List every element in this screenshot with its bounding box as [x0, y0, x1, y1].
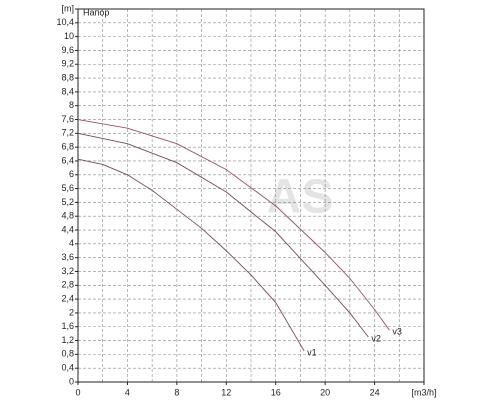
y-tick-label: 9,6 [61, 45, 74, 55]
y-tick-label: 2 [69, 307, 74, 317]
chart-title: Напор [83, 7, 109, 17]
x-tick-label: [m3/h] [411, 387, 436, 397]
y-tick-label: 4,8 [61, 211, 74, 221]
x-tick-label: 20 [320, 387, 330, 397]
y-tick-label: 6,4 [61, 155, 74, 165]
x-tick-label: 24 [370, 387, 380, 397]
curve [77, 119, 390, 331]
y-tick-label: 2,4 [61, 293, 74, 303]
y-tick-label: 0 [69, 376, 74, 386]
plot-frame [77, 8, 425, 383]
y-tick-label: 5,6 [61, 183, 74, 193]
y-tick-label: 6 [69, 169, 74, 179]
y-tick-label: 8,4 [61, 86, 74, 96]
watermark: AS [267, 171, 334, 224]
y-tick-label: 8 [69, 100, 74, 110]
curve-label: v3 [392, 327, 402, 337]
y-tick-label: 1,6 [61, 321, 74, 331]
y-tick-label: 5,2 [61, 197, 74, 207]
y-tick-label: 7,2 [61, 128, 74, 138]
x-tick-label: 0 [75, 387, 80, 397]
curve-label: v2 [371, 333, 381, 343]
curve [77, 158, 305, 352]
curve [77, 132, 369, 338]
y-tick-label: 10 [64, 31, 74, 41]
y-tick-label: 9,2 [61, 59, 74, 69]
y-tick-label: 0,4 [61, 363, 74, 373]
y-tick-label: 4 [69, 238, 74, 248]
y-tick-label: 3,6 [61, 252, 74, 262]
curve-label: v1 [307, 347, 317, 357]
y-tick-label: 2,8 [61, 280, 74, 290]
y-tick-label: 1,2 [61, 335, 74, 345]
y-tick-label: 3,2 [61, 266, 74, 276]
x-tick-label: 8 [174, 387, 179, 397]
y-tick-label: 7,6 [61, 114, 74, 124]
y-tick-label: 8,8 [61, 72, 74, 82]
y-tick-label: 4,4 [61, 224, 74, 234]
x-tick-label: 16 [271, 387, 281, 397]
y-tick-label: 10,4 [56, 17, 74, 27]
x-tick-label: 12 [221, 387, 231, 397]
y-tick-label: 6,8 [61, 142, 74, 152]
y-tick-label: 0,8 [61, 349, 74, 359]
y-tick-label: [m] [62, 3, 75, 13]
x-tick-label: 4 [125, 387, 130, 397]
